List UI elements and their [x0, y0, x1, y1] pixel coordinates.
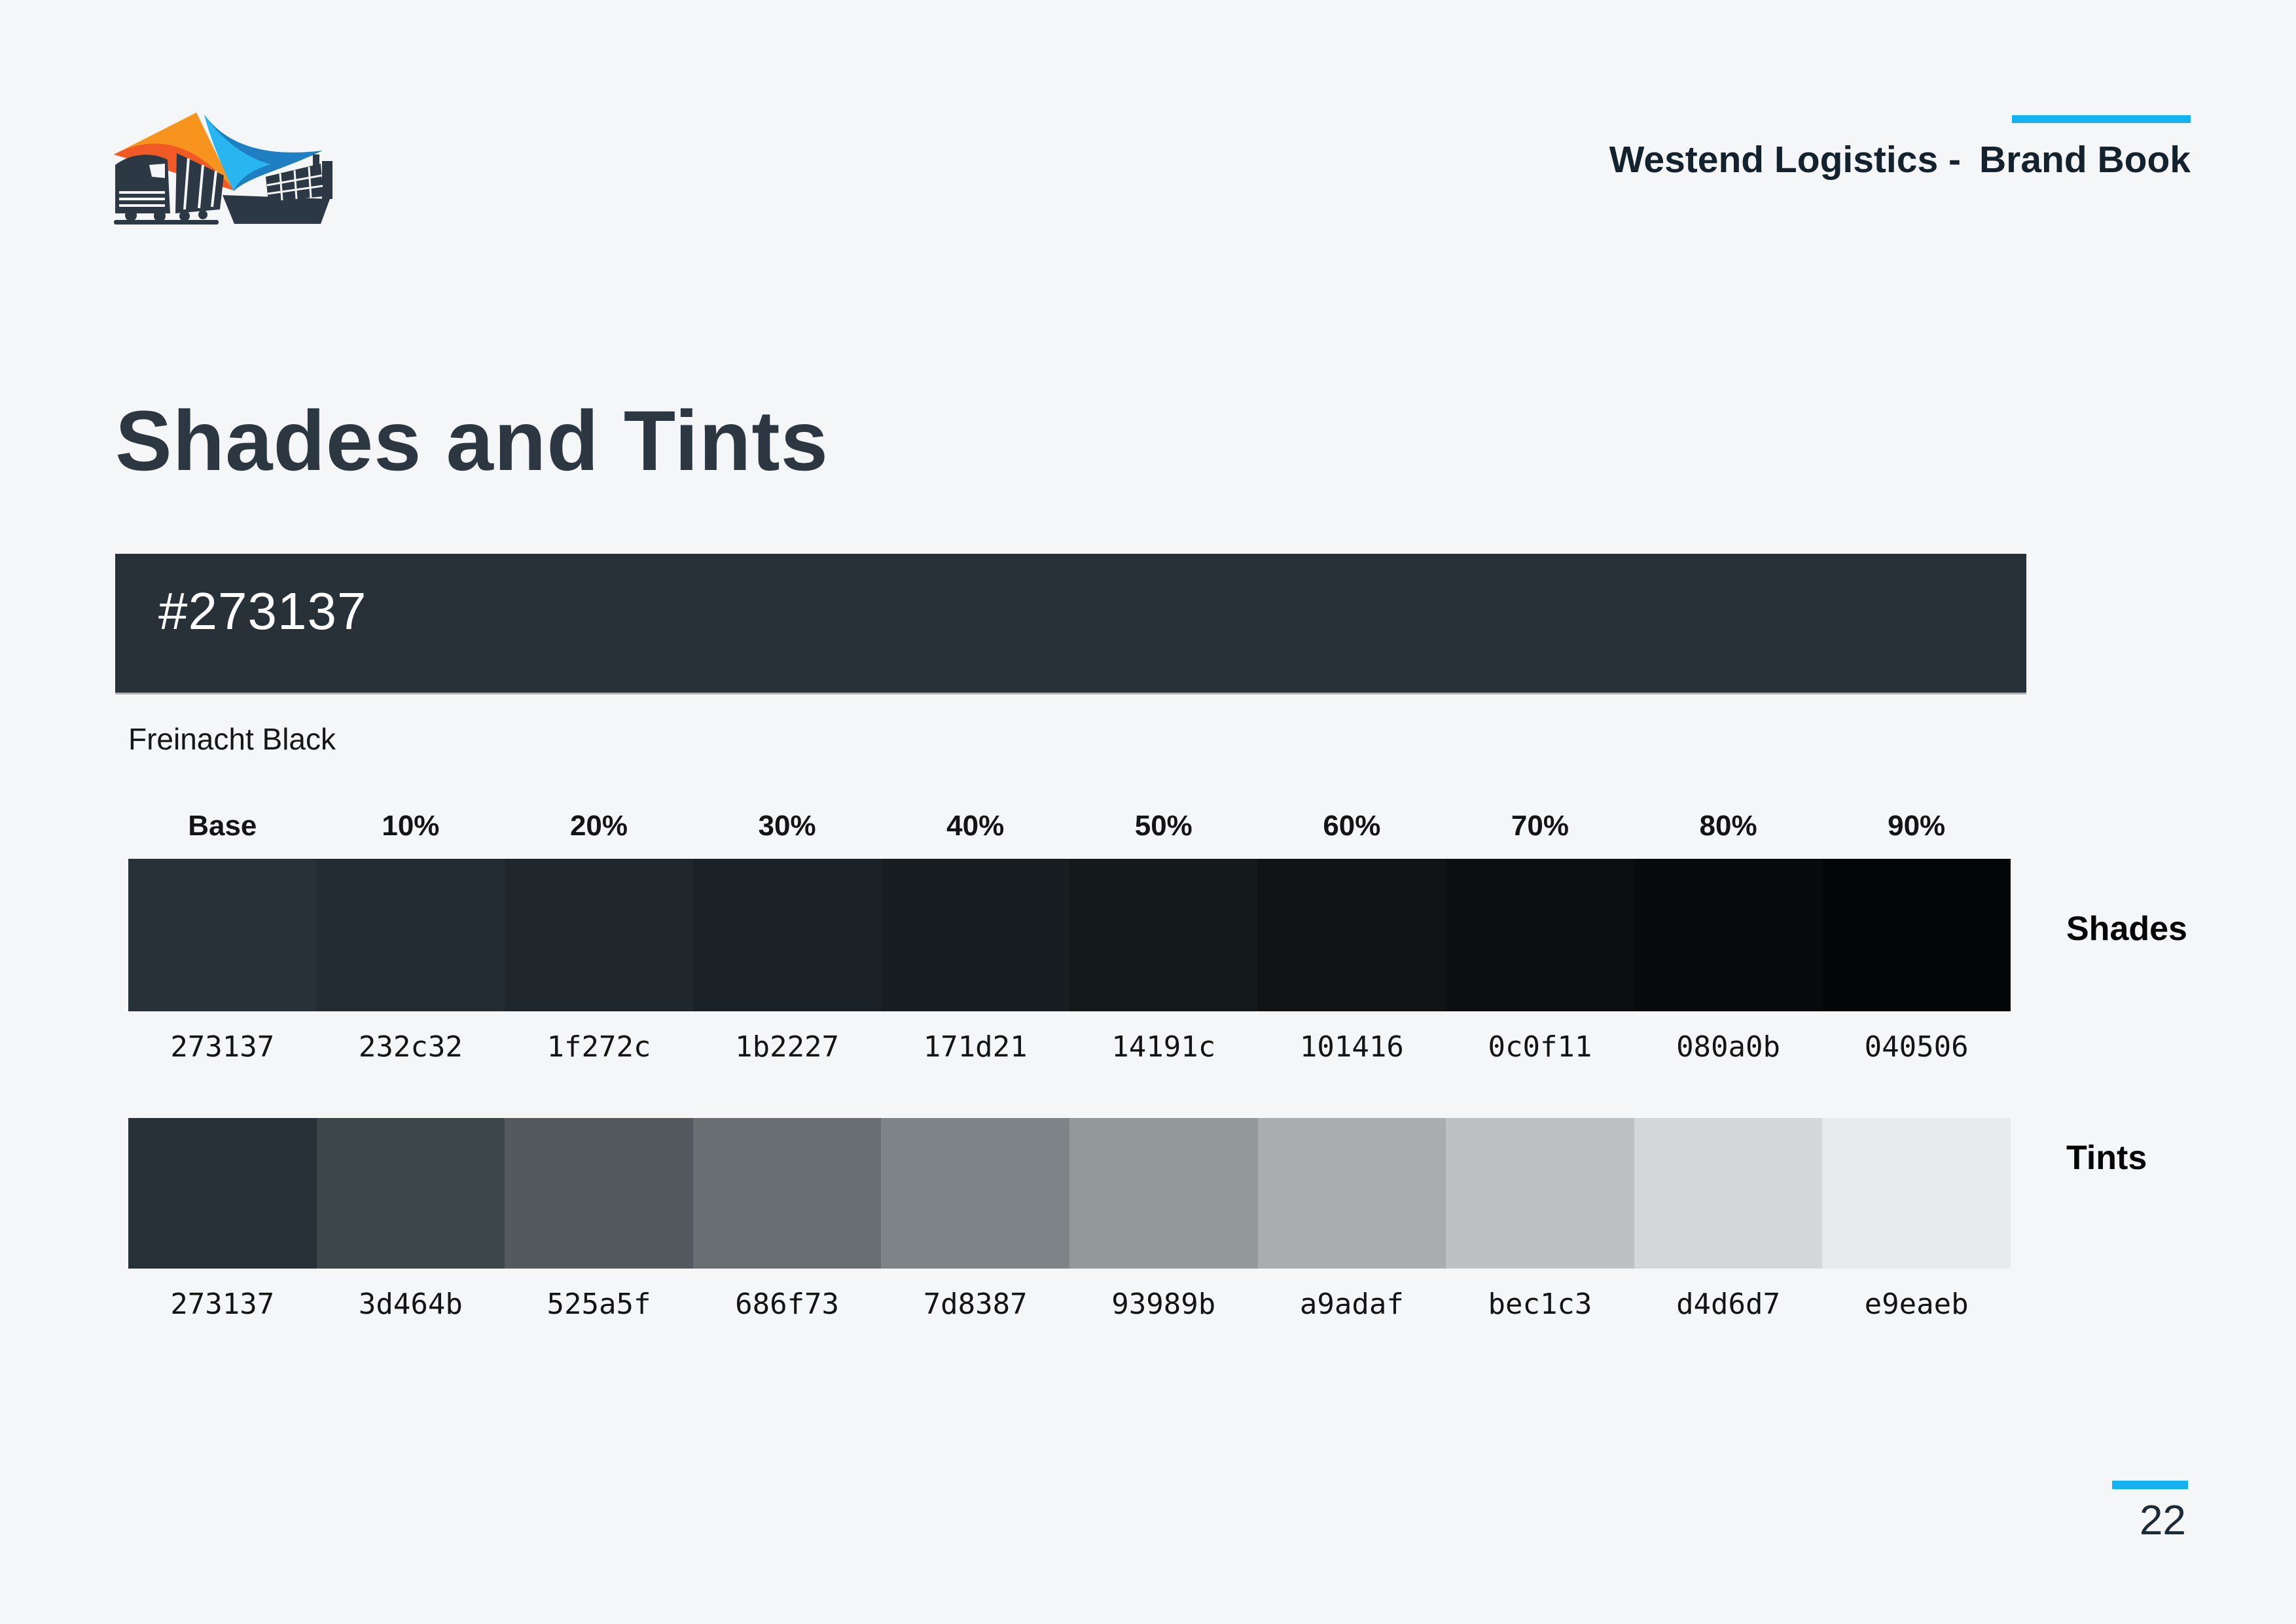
- shade-hex-value: 080a0b: [1676, 1030, 1781, 1064]
- tint-swatch: [1822, 1118, 2011, 1269]
- footer-accent-bar: [2112, 1481, 2188, 1489]
- tint-hex-value: 7d8387: [923, 1288, 1028, 1321]
- westend-logistics-logo: [114, 113, 332, 225]
- header-company-name: Westend Logistics -: [1609, 139, 1961, 181]
- tints-hex-row: 273137 3d464b 525a5f 686f73 7d8387 93989…: [128, 1290, 2011, 1319]
- column-header: 70%: [1511, 810, 1569, 842]
- tint-swatch: [316, 1118, 505, 1269]
- base-color-name: Freinacht Black: [128, 722, 336, 756]
- logo-truck-details: [119, 158, 217, 210]
- shade-hex-value: 0c0f11: [1488, 1030, 1592, 1064]
- header-title: Westend Logistics - Brand Book: [1609, 141, 2191, 179]
- column-header: 10%: [382, 810, 440, 842]
- shade-swatch: [128, 859, 317, 1011]
- column-header: Base: [188, 810, 257, 842]
- shade-hex-value: 040506: [1864, 1030, 1969, 1064]
- base-color-hex: #273137: [158, 582, 367, 640]
- shade-swatch: [881, 859, 1069, 1011]
- shade-hex-value: 101416: [1299, 1030, 1404, 1064]
- shade-swatch: [1822, 859, 2011, 1011]
- shade-swatch: [1446, 859, 1634, 1011]
- shade-swatch: [692, 859, 882, 1011]
- tint-hex-value: 273137: [170, 1288, 275, 1321]
- logo-container-grid: [266, 166, 323, 201]
- tints-row-label: Tints: [2066, 1139, 2147, 1177]
- shade-hex-value: 232c32: [358, 1030, 463, 1064]
- shade-swatch: [1634, 859, 1823, 1011]
- page-title: Shades and Tints: [115, 393, 829, 488]
- column-header: 40%: [946, 810, 1005, 842]
- tint-hex-value: 525a5f: [547, 1288, 651, 1321]
- tint-swatch: [881, 1118, 1069, 1269]
- tint-swatch: [1634, 1118, 1823, 1269]
- shade-swatch: [1257, 859, 1446, 1011]
- base-color-swatch: #273137: [115, 554, 2026, 693]
- shade-swatch: [316, 859, 505, 1011]
- column-header: 30%: [758, 810, 816, 842]
- tint-hex-value: bec1c3: [1488, 1288, 1592, 1321]
- shade-hex-value: 171d21: [923, 1030, 1028, 1064]
- shade-hex-value: 1b2227: [735, 1030, 840, 1064]
- header-accent-bar: [2012, 115, 2191, 123]
- percentage-header-row: Base 10% 20% 30% 40% 50% 60% 70% 80% 90%: [128, 812, 2011, 840]
- shade-hex-value: 1f272c: [547, 1030, 651, 1064]
- tints-ramp: [128, 1118, 2011, 1269]
- tint-hex-value: 686f73: [735, 1288, 840, 1321]
- page-number: 22: [2139, 1496, 2186, 1543]
- column-header: 20%: [569, 810, 628, 842]
- column-header: 50%: [1134, 810, 1193, 842]
- tint-swatch: [1069, 1118, 1258, 1269]
- logo-blue-light-swoosh: [204, 115, 271, 191]
- column-header: 80%: [1699, 810, 1757, 842]
- shades-row-label: Shades: [2066, 910, 2187, 948]
- shade-hex-value: 14191c: [1111, 1030, 1216, 1064]
- tint-hex-value: a9adaf: [1299, 1288, 1404, 1321]
- tint-swatch: [1446, 1118, 1634, 1269]
- tint-swatch: [128, 1118, 317, 1269]
- tint-swatch: [692, 1118, 882, 1269]
- column-header: 60%: [1323, 810, 1381, 842]
- shades-ramp: [128, 859, 2011, 1011]
- tint-hex-value: 93989b: [1111, 1288, 1216, 1321]
- column-header: 90%: [1888, 810, 1946, 842]
- tint-swatch: [505, 1118, 693, 1269]
- tint-swatch: [1257, 1118, 1446, 1269]
- shade-swatch: [505, 859, 693, 1011]
- tint-hex-value: e9eaeb: [1864, 1288, 1969, 1321]
- tint-hex-value: d4d6d7: [1676, 1288, 1781, 1321]
- tint-hex-value: 3d464b: [358, 1288, 463, 1321]
- shades-hex-row: 273137 232c32 1f272c 1b2227 171d21 14191…: [128, 1033, 2011, 1062]
- shade-swatch: [1069, 859, 1258, 1011]
- header-book-name: Brand Book: [1979, 139, 2191, 181]
- shade-hex-value: 273137: [170, 1030, 275, 1064]
